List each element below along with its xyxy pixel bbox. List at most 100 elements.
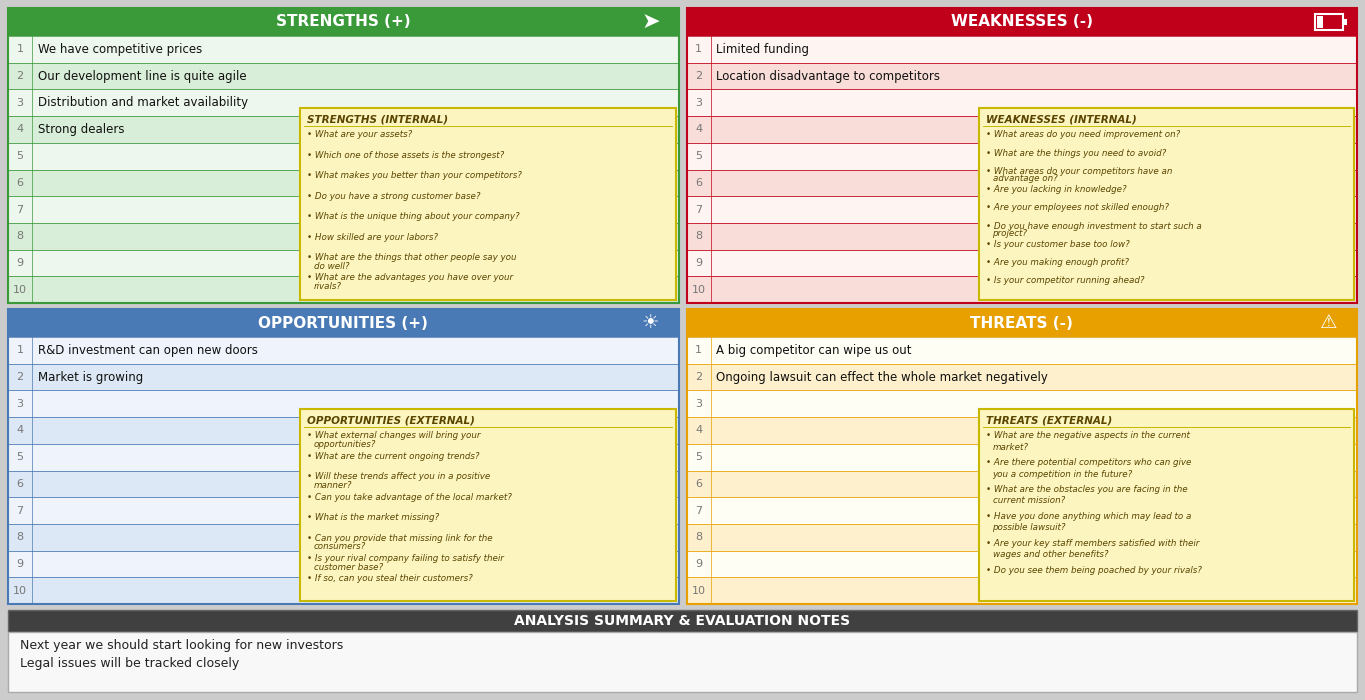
FancyBboxPatch shape [1317, 16, 1323, 28]
Text: • If so, can you steal their customers?: • If so, can you steal their customers? [307, 575, 472, 583]
Text: • What are the advantages you have over your: • What are the advantages you have over … [307, 274, 513, 282]
FancyBboxPatch shape [8, 116, 678, 143]
Text: 3: 3 [695, 399, 702, 409]
FancyBboxPatch shape [8, 524, 678, 551]
Text: 7: 7 [16, 505, 23, 515]
FancyBboxPatch shape [8, 497, 678, 524]
Text: 4: 4 [695, 125, 702, 134]
FancyBboxPatch shape [687, 551, 1357, 577]
Text: Legal issues will be tracked closely: Legal issues will be tracked closely [20, 657, 239, 671]
Text: Limited funding: Limited funding [717, 43, 809, 56]
Text: 4: 4 [16, 426, 23, 435]
Text: • Which one of those assets is the strongest?: • Which one of those assets is the stron… [307, 150, 504, 160]
Text: 6: 6 [16, 178, 23, 188]
Text: • Are your employees not skilled enough?: • Are your employees not skilled enough? [986, 203, 1168, 212]
Text: 10: 10 [692, 285, 706, 295]
Text: • Can you take advantage of the local market?: • Can you take advantage of the local ma… [307, 493, 512, 502]
FancyBboxPatch shape [687, 276, 1357, 303]
FancyBboxPatch shape [8, 143, 678, 169]
Text: 9: 9 [695, 258, 702, 268]
Text: rivals?: rivals? [314, 282, 343, 291]
FancyBboxPatch shape [687, 8, 1357, 36]
Text: 7: 7 [695, 505, 702, 515]
Text: 8: 8 [16, 231, 23, 241]
Text: • What is the unique thing about your company?: • What is the unique thing about your co… [307, 212, 520, 221]
Text: • Are your key staff members satisfied with their: • Are your key staff members satisfied w… [986, 539, 1198, 548]
Text: ⚠: ⚠ [1320, 314, 1338, 332]
Text: • Do you see them being poached by your rivals?: • Do you see them being poached by your … [986, 566, 1201, 575]
Text: WEAKNESSES (-): WEAKNESSES (-) [951, 15, 1093, 29]
FancyBboxPatch shape [687, 391, 1357, 417]
Text: consumers?: consumers? [314, 542, 366, 551]
Text: • Are there potential competitors who can give: • Are there potential competitors who ca… [986, 458, 1190, 467]
Text: 1: 1 [16, 44, 23, 55]
Text: 4: 4 [16, 125, 23, 134]
Text: possible lawsuit?: possible lawsuit? [992, 524, 1066, 533]
Text: • How skilled are your labors?: • How skilled are your labors? [307, 232, 438, 241]
Text: ☀: ☀ [642, 314, 659, 332]
Text: 9: 9 [16, 559, 23, 569]
Text: project?: project? [992, 229, 1028, 238]
Text: 10: 10 [14, 586, 27, 596]
FancyBboxPatch shape [8, 470, 678, 497]
FancyBboxPatch shape [8, 391, 678, 417]
FancyBboxPatch shape [8, 63, 678, 90]
Text: • What areas do your competitors have an: • What areas do your competitors have an [986, 167, 1173, 176]
Text: manner?: manner? [314, 481, 352, 490]
Text: A big competitor can wipe us out: A big competitor can wipe us out [717, 344, 912, 357]
Text: • Are you lacking in knowledge?: • Are you lacking in knowledge? [986, 185, 1126, 194]
FancyBboxPatch shape [687, 169, 1357, 196]
Text: • Can you provide that missing link for the: • Can you provide that missing link for … [307, 533, 493, 542]
Text: Strong dealers: Strong dealers [38, 123, 124, 136]
Text: market?: market? [992, 442, 1028, 452]
FancyBboxPatch shape [687, 143, 1357, 169]
Text: ➤: ➤ [642, 12, 659, 32]
Text: STRENGTHS (INTERNAL): STRENGTHS (INTERNAL) [307, 114, 448, 125]
FancyBboxPatch shape [300, 410, 676, 601]
Text: 6: 6 [695, 178, 702, 188]
Text: opportunities?: opportunities? [314, 440, 377, 449]
Text: 9: 9 [16, 258, 23, 268]
FancyBboxPatch shape [1343, 19, 1347, 25]
FancyBboxPatch shape [8, 90, 678, 116]
FancyBboxPatch shape [687, 444, 1357, 470]
FancyBboxPatch shape [8, 8, 678, 36]
Text: • Is your customer base too low?: • Is your customer base too low? [986, 240, 1129, 248]
Text: 3: 3 [16, 399, 23, 409]
FancyBboxPatch shape [687, 337, 1357, 364]
FancyBboxPatch shape [687, 250, 1357, 276]
FancyBboxPatch shape [687, 223, 1357, 250]
Text: you a competition in the future?: you a competition in the future? [992, 470, 1133, 479]
FancyBboxPatch shape [8, 196, 678, 223]
FancyBboxPatch shape [687, 524, 1357, 551]
Text: 5: 5 [16, 151, 23, 161]
Text: OPPORTUNITIES (EXTERNAL): OPPORTUNITIES (EXTERNAL) [307, 415, 475, 425]
FancyBboxPatch shape [687, 364, 1357, 391]
Text: • What are the current ongoing trends?: • What are the current ongoing trends? [307, 452, 479, 461]
Text: ANALYSIS SUMMARY & EVALUATION NOTES: ANALYSIS SUMMARY & EVALUATION NOTES [515, 614, 850, 628]
Text: • What makes you better than your competitors?: • What makes you better than your compet… [307, 172, 521, 180]
Text: 6: 6 [16, 479, 23, 489]
FancyBboxPatch shape [687, 90, 1357, 116]
Text: 8: 8 [695, 532, 702, 542]
Text: • What is the market missing?: • What is the market missing? [307, 513, 440, 522]
Text: advantage on?: advantage on? [992, 174, 1058, 183]
Text: Location disadvantage to competitors: Location disadvantage to competitors [717, 69, 940, 83]
Text: • What external changes will bring your: • What external changes will bring your [307, 431, 480, 440]
FancyBboxPatch shape [8, 610, 1357, 632]
Text: WEAKNESSES (INTERNAL): WEAKNESSES (INTERNAL) [986, 114, 1136, 125]
FancyBboxPatch shape [8, 551, 678, 577]
Text: 5: 5 [695, 151, 702, 161]
Text: 1: 1 [695, 44, 702, 55]
Text: • What are your assets?: • What are your assets? [307, 130, 412, 139]
Text: • Will these trends affect you in a positive: • Will these trends affect you in a posi… [307, 473, 490, 481]
Text: Next year we should start looking for new investors: Next year we should start looking for ne… [20, 640, 343, 652]
Text: • Are you making enough profit?: • Are you making enough profit? [986, 258, 1129, 267]
Text: 9: 9 [695, 559, 702, 569]
Text: 5: 5 [16, 452, 23, 462]
Text: THREATS (-): THREATS (-) [971, 316, 1073, 330]
Text: Distribution and market availability: Distribution and market availability [38, 96, 248, 109]
Text: 7: 7 [695, 204, 702, 214]
Text: 8: 8 [695, 231, 702, 241]
FancyBboxPatch shape [8, 36, 678, 63]
